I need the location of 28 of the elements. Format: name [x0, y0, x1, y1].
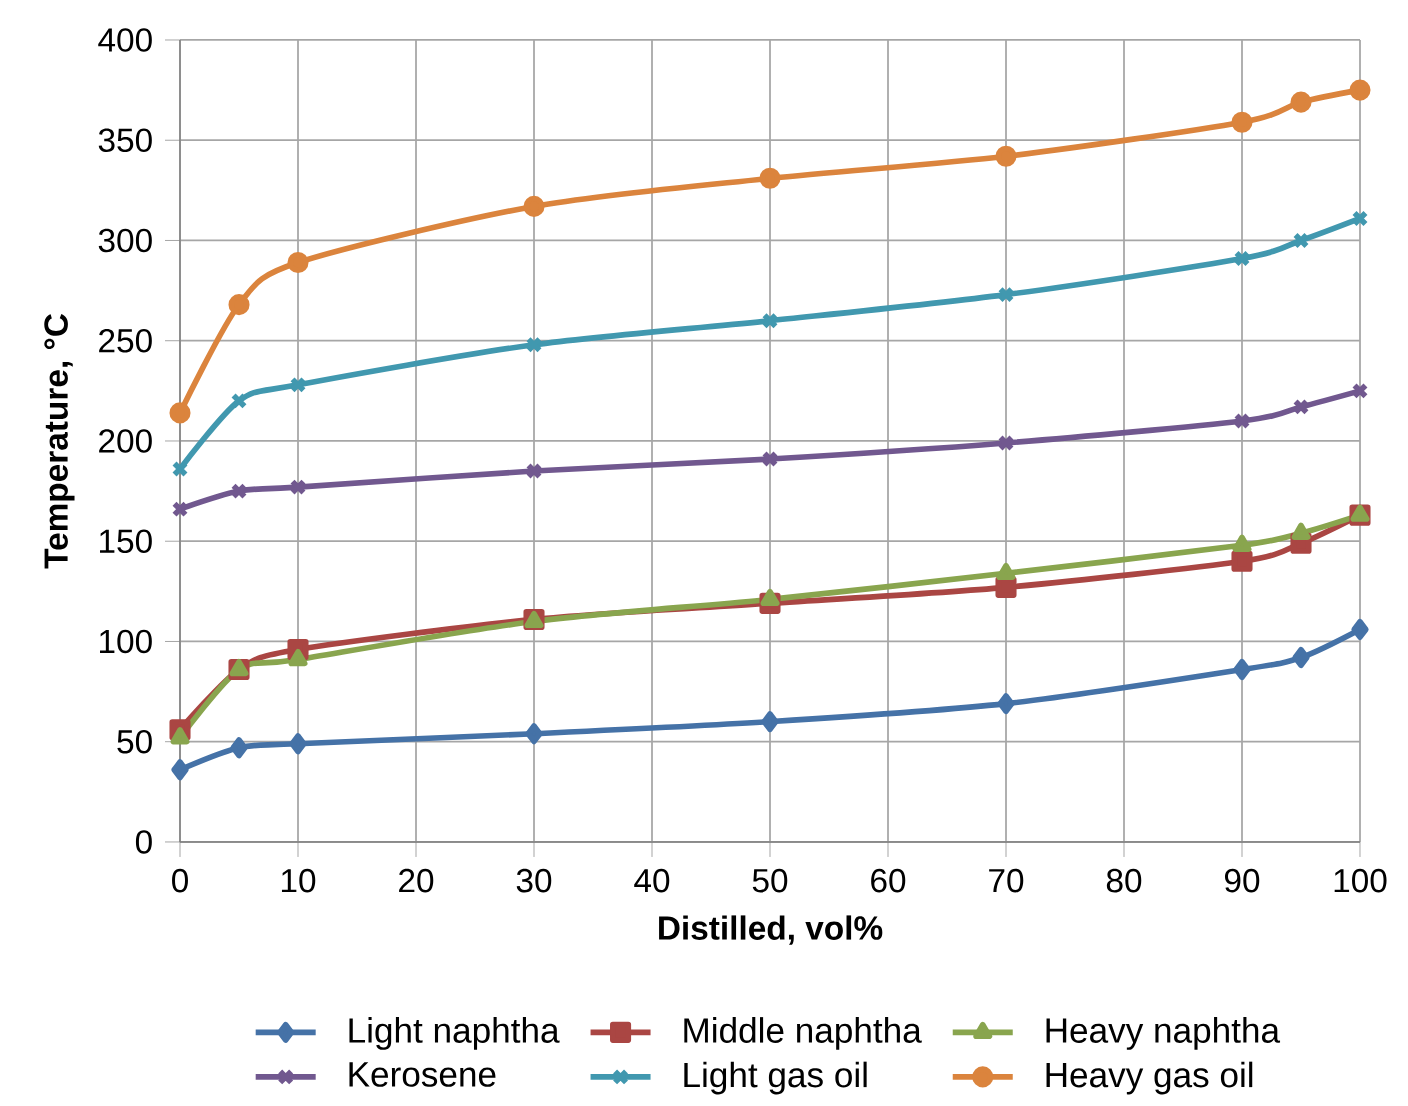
legend-label: Heavy gas oil — [1046, 1061, 1253, 1095]
legend-label: Heavy naphtha — [1046, 1017, 1281, 1050]
y-tick-label: 0 — [135, 830, 152, 854]
x-axis-title: Distilled, vol% — [659, 915, 883, 945]
legend-label: Light naphtha — [349, 1017, 560, 1050]
y-axis-title: Temperature, °C — [44, 313, 75, 569]
y-tick-label: 400 — [98, 28, 152, 52]
y-tick-label: 100 — [100, 629, 152, 654]
y-tick-label: 250 — [99, 328, 152, 353]
x-tick-label: 20 — [399, 868, 434, 893]
x-tick-label: 70 — [989, 868, 1024, 893]
legend-label: Kerosene — [349, 1062, 496, 1087]
x-tick-label: 90 — [1224, 868, 1260, 893]
legend-label: Middle naphtha — [684, 1017, 922, 1050]
legend-label: Light gas oil — [684, 1061, 867, 1095]
y-tick-label: 50 — [117, 729, 152, 754]
x-tick-label: 10 — [281, 868, 316, 893]
x-tick-label: 60 — [871, 868, 906, 893]
x-tick-label: 100 — [1334, 868, 1387, 893]
y-tick-label: 350 — [98, 128, 152, 152]
x-tick-label: 40 — [634, 868, 670, 893]
y-tick-label: 300 — [98, 228, 152, 253]
x-tick-label: 30 — [516, 868, 552, 893]
y-tick-label: 150 — [100, 529, 152, 553]
x-tick-label: 0 — [172, 868, 188, 893]
x-tick-label: 50 — [752, 868, 788, 893]
y-tick-label: 200 — [99, 429, 152, 453]
x-tick-label: 80 — [1106, 868, 1142, 893]
